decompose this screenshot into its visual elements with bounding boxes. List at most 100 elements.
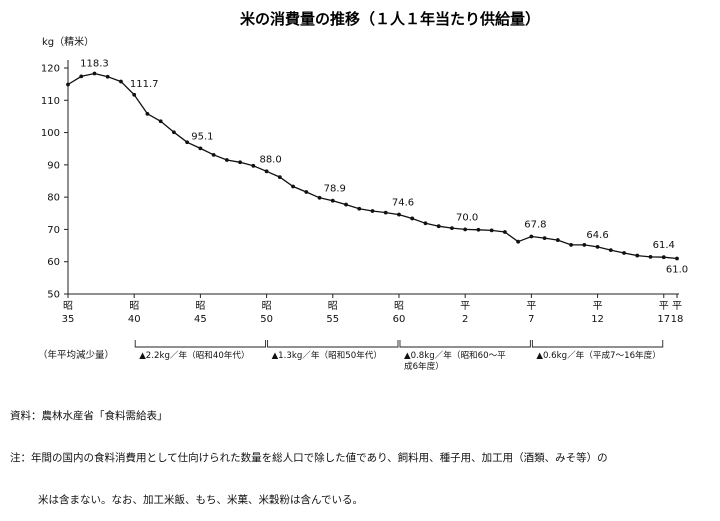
data-point: [555, 238, 560, 242]
x-tick-era: 平: [659, 301, 669, 312]
data-point: [132, 92, 137, 97]
data-point: [198, 146, 203, 151]
y-tick-label: 90: [47, 160, 60, 171]
note-line-1: 注：年間の国内の食料消費用として仕向けられた数量を総人口で除した値であり、飼料用…: [10, 452, 608, 464]
rate-text: ▲0.6kg／年（平成7～16年度）: [536, 349, 660, 361]
data-point: [224, 158, 229, 162]
data-point: [582, 243, 587, 247]
series-points: [66, 71, 679, 261]
x-tick-era: 昭: [63, 300, 73, 312]
y-tick-label: 60: [47, 257, 60, 268]
data-label: 111.7: [130, 79, 159, 90]
data-point: [463, 227, 468, 232]
data-point: [105, 74, 110, 79]
y-tick-label: 110: [41, 96, 60, 107]
x-tick-era: 昭: [129, 300, 139, 312]
x-tick-label: 40: [128, 314, 141, 325]
data-point: [595, 244, 600, 249]
y-tick-label: 50: [47, 290, 60, 301]
data-label: 74.6: [392, 198, 414, 209]
x-tick-era: 平: [593, 301, 603, 312]
data-label: 78.9: [324, 184, 346, 195]
rate-text: ▲1.3kg／年（昭和50年代）: [272, 349, 382, 361]
rate-bracket: [134, 340, 267, 348]
data-label: 61.4: [653, 240, 675, 251]
data-point: [330, 198, 335, 203]
data-point: [489, 228, 494, 233]
x-tick-era: 昭: [195, 300, 205, 312]
x-tick-label: 2: [462, 314, 468, 325]
x-tick-label: 50: [260, 314, 273, 325]
x-tick-era: 平: [460, 301, 470, 312]
data-point: [476, 227, 481, 232]
rate-bracket: [267, 340, 399, 348]
data-point: [423, 221, 428, 226]
chart-title: 米の消費量の推移（１人１年当たり供給量）: [240, 10, 540, 28]
data-point: [119, 79, 123, 84]
x-tick-label: 60: [393, 314, 406, 325]
x-tick-label: 7: [528, 314, 534, 325]
data-point: [529, 234, 534, 239]
data-point: [410, 216, 415, 221]
source-text: 資料：農林水産省「食料需給表」: [10, 410, 168, 422]
rate-bracket: [399, 340, 531, 348]
data-point: [145, 111, 150, 116]
x-tick-label: 12: [591, 314, 604, 325]
data-point: [542, 236, 547, 241]
data-point: [502, 230, 507, 234]
data-point: [344, 202, 348, 207]
data-point: [238, 160, 243, 165]
axes: [67, 60, 679, 295]
y-tick-label: 80: [47, 193, 60, 204]
x-tick-era: 昭: [328, 300, 338, 312]
y-tick-label: 120: [41, 64, 60, 75]
data-point: [436, 224, 441, 229]
data-point: [304, 190, 309, 194]
x-tick-label: 45: [194, 314, 207, 325]
data-point: [185, 140, 190, 145]
data-point: [569, 243, 573, 247]
data-point: [675, 256, 679, 261]
data-point: [608, 248, 613, 252]
rate-legend-label: （年平均減少量）: [38, 349, 114, 361]
x-tick-label: 17: [657, 314, 670, 325]
x-tick-era: 昭: [394, 300, 404, 312]
data-point: [92, 71, 97, 76]
source-note: 資料：農林水産省「食料需給表」 注：年間の国内の食料消費用として仕向けられた数量…: [10, 381, 608, 521]
data-point: [661, 255, 666, 260]
x-tick-era: 昭: [262, 300, 272, 312]
x-tick-era: 平: [526, 301, 536, 312]
rate-text: 成6年度）: [404, 360, 444, 372]
x-tick-label: 18: [671, 314, 684, 325]
x-tick-label: 35: [62, 314, 75, 325]
data-point: [66, 82, 70, 87]
rate-annotations: ▲2.2kg／年（昭和40年代） ▲1.3kg／年（昭和50年代） ▲0.8kg／年…: [134, 340, 664, 372]
data-point: [251, 163, 256, 168]
data-point: [397, 212, 401, 217]
data-point: [172, 130, 176, 135]
data-point: [383, 210, 388, 215]
data-point: [357, 206, 362, 211]
data-point: [370, 209, 375, 213]
data-point: [450, 226, 454, 231]
data-labels: 118.3 111.7 95.1 88.0 78.9 74.6 70.0 67.8 64.6 61…: [80, 58, 688, 275]
data-label: 67.8: [524, 220, 546, 231]
y-ticks: 50 60 70 80 90 100 110 120: [41, 64, 68, 301]
data-point: [516, 239, 521, 244]
data-point: [635, 253, 640, 258]
y-tick-label: 100: [41, 128, 60, 139]
rate-bracket: [531, 340, 664, 348]
data-point: [291, 184, 295, 189]
y-axis-label: kg（精米）: [42, 35, 94, 48]
data-point: [317, 195, 322, 200]
x-tick-era: 平: [672, 301, 682, 312]
data-label: 64.6: [586, 230, 608, 241]
data-label: 118.3: [80, 58, 109, 69]
data-point: [211, 152, 216, 157]
rate-text: ▲0.8kg／年（昭和60～平: [404, 349, 506, 361]
rate-text: ▲2.2kg／年（昭和40年代）: [139, 349, 249, 361]
y-tick-label: 70: [47, 225, 60, 236]
data-label: 88.0: [259, 154, 281, 165]
chart: 米の消費量の推移（１人１年当たり供給量） kg（精米） 50 60 70 80 90 10…: [38, 10, 688, 372]
